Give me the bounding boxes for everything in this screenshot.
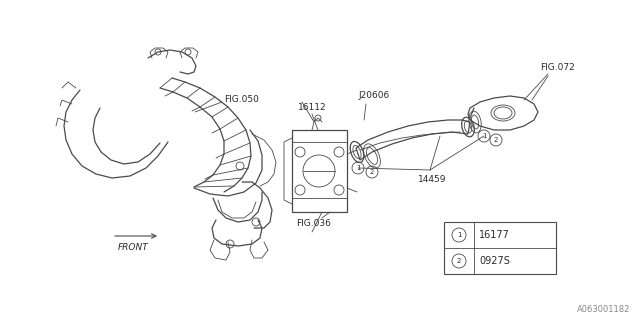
Text: 2: 2 (457, 258, 461, 264)
Text: J20606: J20606 (358, 92, 389, 100)
Bar (444, 222, 556, 274)
Text: 16112: 16112 (298, 103, 326, 113)
Text: FIG.072: FIG.072 (540, 63, 575, 73)
Text: 0927S: 0927S (479, 256, 510, 266)
Text: FIG.036: FIG.036 (296, 220, 331, 228)
Text: 2: 2 (370, 169, 374, 175)
Text: 2: 2 (494, 137, 498, 143)
Text: FRONT: FRONT (118, 244, 148, 252)
Text: 14459: 14459 (418, 175, 447, 185)
Text: A063001182: A063001182 (577, 305, 630, 314)
Text: 1: 1 (457, 232, 461, 238)
Text: 16177: 16177 (479, 230, 510, 240)
Text: 1: 1 (356, 165, 360, 171)
Text: 1: 1 (482, 133, 486, 139)
Text: FIG.050: FIG.050 (224, 95, 259, 105)
